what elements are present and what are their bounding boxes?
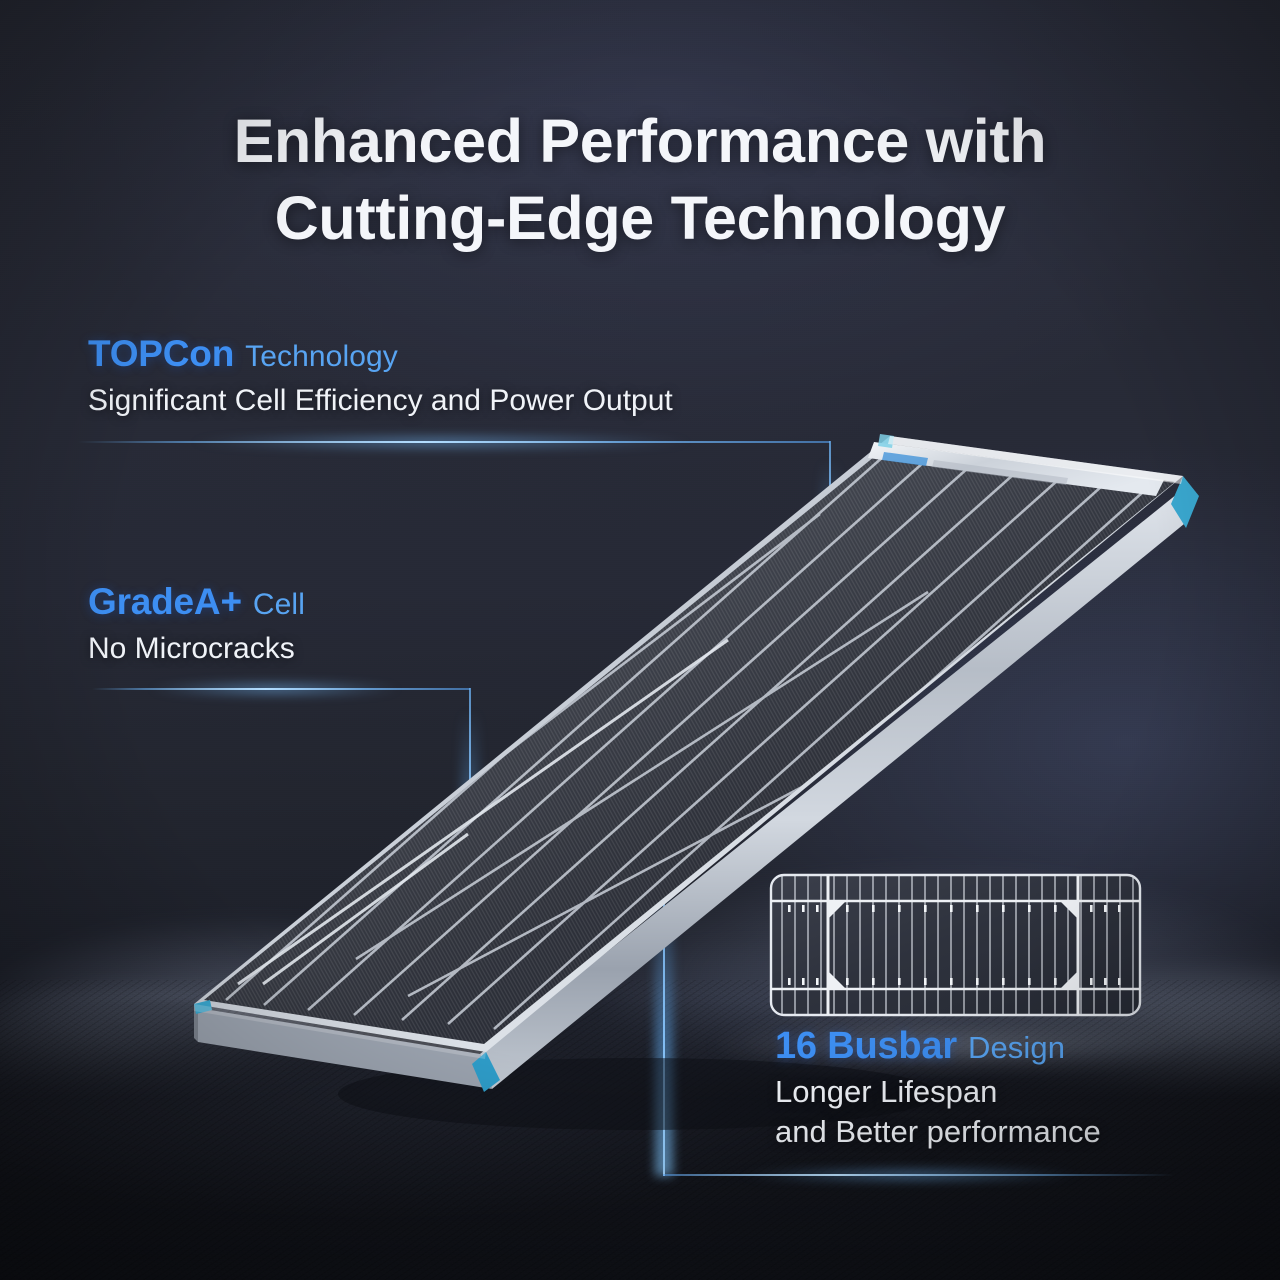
leader-line-vertical-topcon xyxy=(829,441,831,676)
feature-callout-topcon: TOPCon Technology Significant Cell Effici… xyxy=(88,335,673,420)
feature-callout-busbar: 16 Busbar Design Longer Lifespan and Bett… xyxy=(775,1027,1101,1153)
busbar-cell-body xyxy=(769,873,1142,1017)
feature-title-grade: GradeA+ Cell xyxy=(88,583,305,620)
page-title: Enhanced Performance with Cutting-Edge T… xyxy=(233,107,1047,252)
busbar-fingers xyxy=(781,876,1134,1014)
leader-line-horizontal-busbar xyxy=(663,1174,1175,1176)
busbar-contact-pads xyxy=(788,905,1121,985)
leader-line-vertical-grade xyxy=(469,688,471,960)
feature-light-label: Cell xyxy=(252,588,305,621)
callout-dot-busbar xyxy=(657,832,670,845)
callout-dot-grade xyxy=(457,953,470,966)
busbar-chamfers xyxy=(828,901,1078,989)
feature-strong-label: 16 Busbar xyxy=(775,1025,957,1067)
busbar-segment-dividers xyxy=(826,875,1080,1015)
leader-line-vertical-busbar xyxy=(663,838,665,1176)
callout-dot-topcon xyxy=(817,663,830,676)
feature-strong-label: TOPCon xyxy=(88,333,235,374)
feature-callout-grade: GradeA+ Cell No Microcracks xyxy=(88,583,305,668)
feature-title-busbar: 16 Busbar Design xyxy=(775,1027,1101,1065)
feature-title-topcon: TOPCon Technology xyxy=(88,335,673,372)
feature-subtitle-busbar: Longer Lifespan and Better performance xyxy=(775,1074,1101,1150)
leader-line-horizontal-topcon xyxy=(78,441,830,443)
feature-strong-label: GradeA+ xyxy=(88,581,242,622)
feature-light-label: Design xyxy=(967,1030,1066,1065)
feature-subtitle-topcon: Significant Cell Efficiency and Power Ou… xyxy=(88,384,673,417)
busbar-cell-inset-image xyxy=(768,872,1143,1018)
leader-line-horizontal-grade xyxy=(92,688,470,690)
feature-subtitle-grade: No Microcracks xyxy=(88,632,295,665)
feature-light-label: Technology xyxy=(245,340,398,373)
